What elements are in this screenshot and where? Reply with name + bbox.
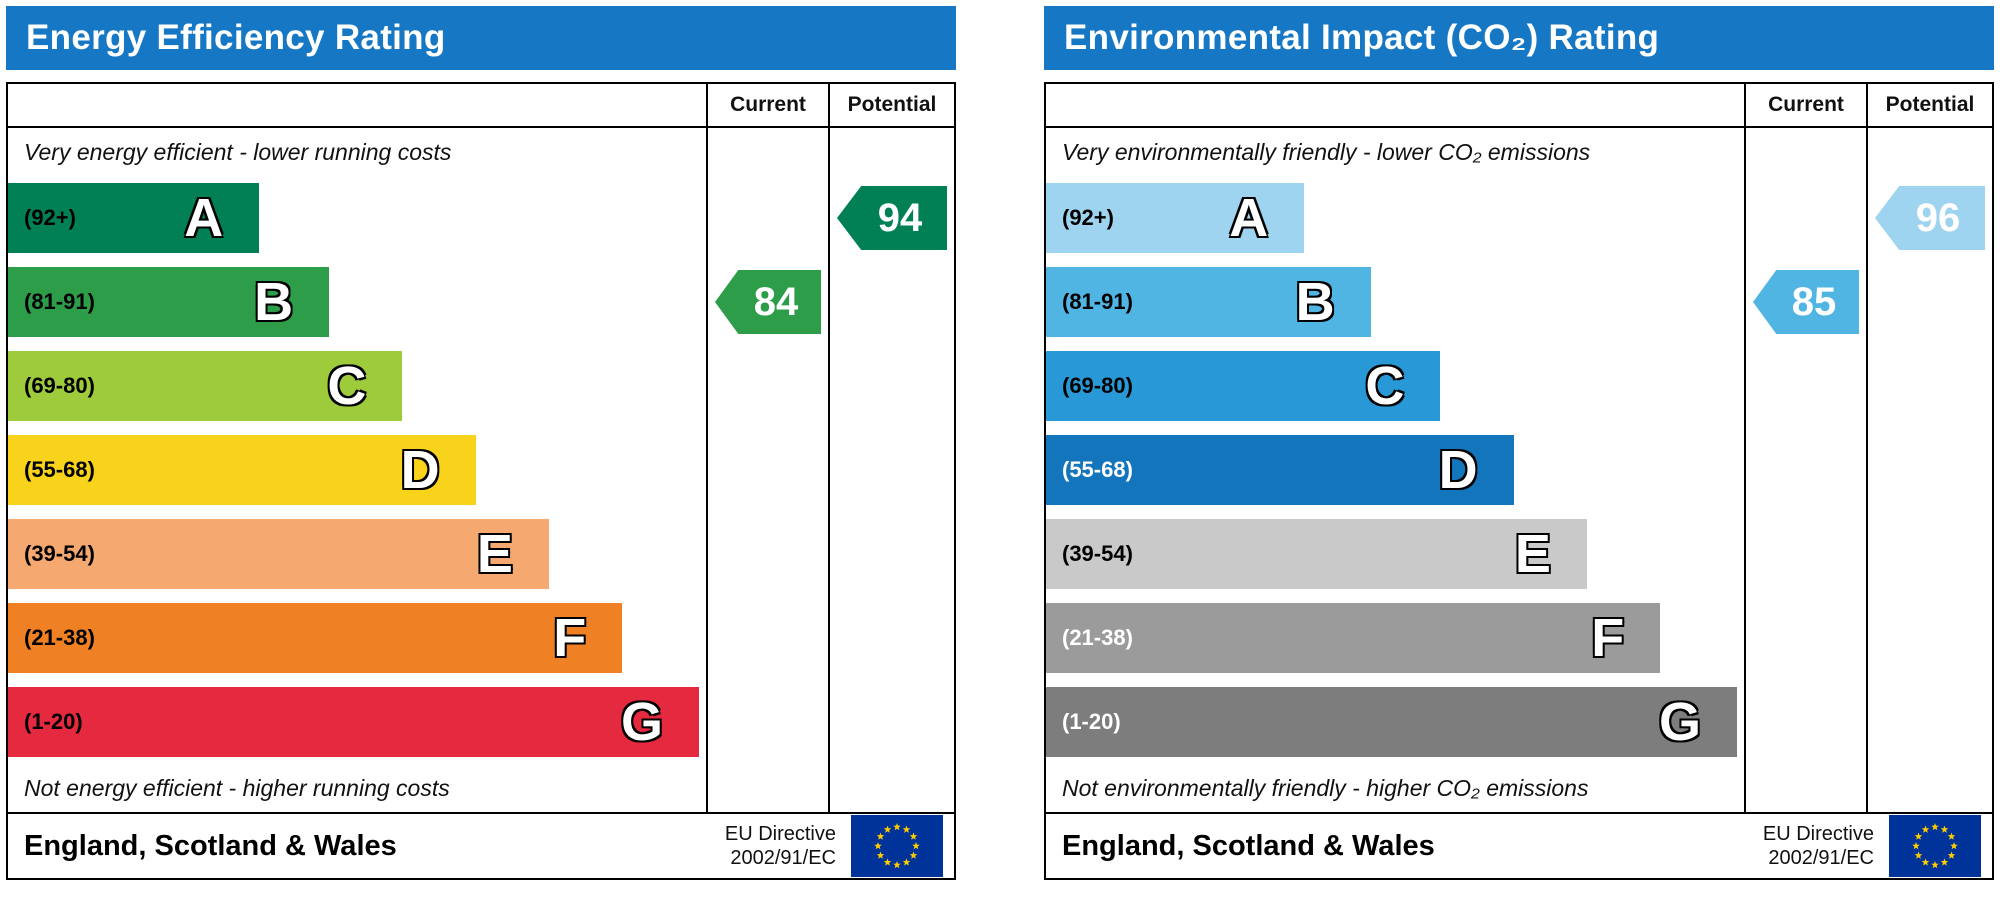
- band-a: (92+) A: [8, 183, 260, 253]
- current-rating-arrow: 85: [1753, 270, 1859, 334]
- band-letter: B: [253, 272, 295, 332]
- band-row: (39-54) E: [8, 512, 706, 596]
- band-row: (69-80) C: [1046, 344, 1744, 428]
- band-range-label: (81-91): [24, 289, 95, 314]
- chart-box: Current Potential Very energy efficient …: [6, 82, 956, 880]
- environmental-impact-panel: Environmental Impact (CO₂) Rating Curren…: [1044, 6, 1994, 880]
- current-rating-value: 85: [1791, 279, 1837, 324]
- band-letter: D: [1437, 440, 1479, 500]
- band-letter: A: [1228, 188, 1270, 248]
- region-label: England, Scotland & Wales: [24, 829, 397, 862]
- band-e: (39-54) E: [8, 519, 549, 589]
- bottom-note: Not environmentally friendly - higher CO…: [1062, 774, 1589, 801]
- eu-directive-line1: EU Directive: [1762, 823, 1874, 845]
- band-row: (55-68) D: [1046, 428, 1744, 512]
- bands-column: Very environmentally friendly - lower CO…: [1046, 128, 1744, 812]
- band-b: (81-91) B: [1046, 267, 1371, 337]
- band-range-label: (92+): [24, 205, 76, 230]
- eu-directive-label: EU Directive 2002/91/EC: [725, 822, 836, 870]
- top-note: Very environmentally friendly - lower CO…: [1062, 138, 1591, 165]
- bands-column: Very energy efficient - lower running co…: [8, 128, 706, 812]
- band-range-label: (69-80): [1062, 373, 1133, 398]
- chart-box: Current Potential Very environmentally f…: [1044, 82, 1994, 880]
- band-b: (81-91) B: [8, 267, 330, 337]
- band-range-label: (55-68): [24, 457, 95, 482]
- band-f: (21-38) F: [8, 603, 623, 673]
- band-letter: B: [1294, 272, 1336, 332]
- band-letter: F: [1590, 608, 1626, 668]
- band-letter: C: [326, 356, 368, 416]
- eu-directive-label: EU Directive 2002/91/EC: [1763, 822, 1874, 870]
- band-letter: C: [1364, 356, 1406, 416]
- band-letter: E: [476, 524, 515, 584]
- band-row: (92+) A: [8, 176, 706, 260]
- current-column-header: Current: [1744, 84, 1866, 128]
- potential-rating-arrow: 94: [837, 186, 947, 250]
- band-range-label: (55-68): [1062, 457, 1133, 482]
- band-range-label: (1-20): [24, 709, 83, 734]
- band-c: (69-80) C: [8, 351, 403, 421]
- band-range-label: (1-20): [1062, 709, 1121, 734]
- band-letter: G: [1658, 692, 1703, 752]
- band-f: (21-38) F: [1046, 603, 1661, 673]
- top-note: Very energy efficient - lower running co…: [24, 138, 452, 165]
- potential-column: 96: [1866, 128, 1992, 812]
- band-range-label: (69-80): [24, 373, 95, 398]
- current-column: 85: [1744, 128, 1866, 812]
- band-row: (21-38) F: [1046, 596, 1744, 680]
- band-letter: E: [1514, 524, 1553, 584]
- band-row: (55-68) D: [8, 428, 706, 512]
- potential-column: 94: [828, 128, 954, 812]
- panel-title: Energy Efficiency Rating: [6, 6, 956, 70]
- band-row: (1-20) G: [8, 680, 706, 764]
- panel-footer: England, Scotland & Wales EU Directive 2…: [8, 812, 954, 878]
- bottom-note: Not energy efficient - higher running co…: [24, 774, 450, 801]
- potential-rating-arrow: 96: [1875, 186, 1985, 250]
- band-row: (92+) A: [1046, 176, 1744, 260]
- band-c: (69-80) C: [1046, 351, 1441, 421]
- current-column-header: Current: [706, 84, 828, 128]
- band-row: (21-38) F: [8, 596, 706, 680]
- corner-cell: [8, 84, 706, 128]
- potential-column-header: Potential: [1866, 84, 1992, 128]
- current-column: 84: [706, 128, 828, 812]
- panel-footer: England, Scotland & Wales EU Directive 2…: [1046, 812, 1992, 878]
- eu-flag-icon: [1889, 815, 1981, 877]
- potential-rating-value: 96: [1915, 195, 1961, 240]
- region-label: England, Scotland & Wales: [1062, 829, 1435, 862]
- band-range-label: (21-38): [1062, 625, 1133, 650]
- band-row: (1-20) G: [1046, 680, 1744, 764]
- band-row: (69-80) C: [8, 344, 706, 428]
- band-letter: F: [552, 608, 588, 668]
- band-range-label: (39-54): [1062, 541, 1133, 566]
- eu-flag-icon: [851, 815, 943, 877]
- band-g: (1-20) G: [1046, 687, 1738, 757]
- band-letter: A: [183, 188, 225, 248]
- potential-rating-value: 94: [877, 195, 923, 240]
- band-d: (55-68) D: [8, 435, 476, 505]
- band-letter: G: [620, 692, 665, 752]
- eu-directive-line2: 2002/91/EC: [730, 847, 836, 869]
- band-row: (81-91) B: [8, 260, 706, 344]
- band-d: (55-68) D: [1046, 435, 1514, 505]
- band-range-label: (81-91): [1062, 289, 1133, 314]
- corner-cell: [1046, 84, 1744, 128]
- band-range-label: (21-38): [24, 625, 95, 650]
- eu-directive-line1: EU Directive: [724, 823, 836, 845]
- panel-title: Environmental Impact (CO₂) Rating: [1044, 6, 1994, 70]
- eu-directive-line2: 2002/91/EC: [1768, 847, 1874, 869]
- current-rating-arrow: 84: [715, 270, 821, 334]
- band-row: (81-91) B: [1046, 260, 1744, 344]
- band-range-label: (39-54): [24, 541, 95, 566]
- band-g: (1-20) G: [8, 687, 700, 757]
- band-e: (39-54) E: [1046, 519, 1587, 589]
- band-letter: D: [399, 440, 441, 500]
- band-row: (39-54) E: [1046, 512, 1744, 596]
- band-range-label: (92+): [1062, 205, 1114, 230]
- band-a: (92+) A: [1046, 183, 1305, 253]
- potential-column-header: Potential: [828, 84, 954, 128]
- current-rating-value: 84: [753, 279, 799, 324]
- energy-efficiency-panel: Energy Efficiency Rating Current Potenti…: [6, 6, 956, 880]
